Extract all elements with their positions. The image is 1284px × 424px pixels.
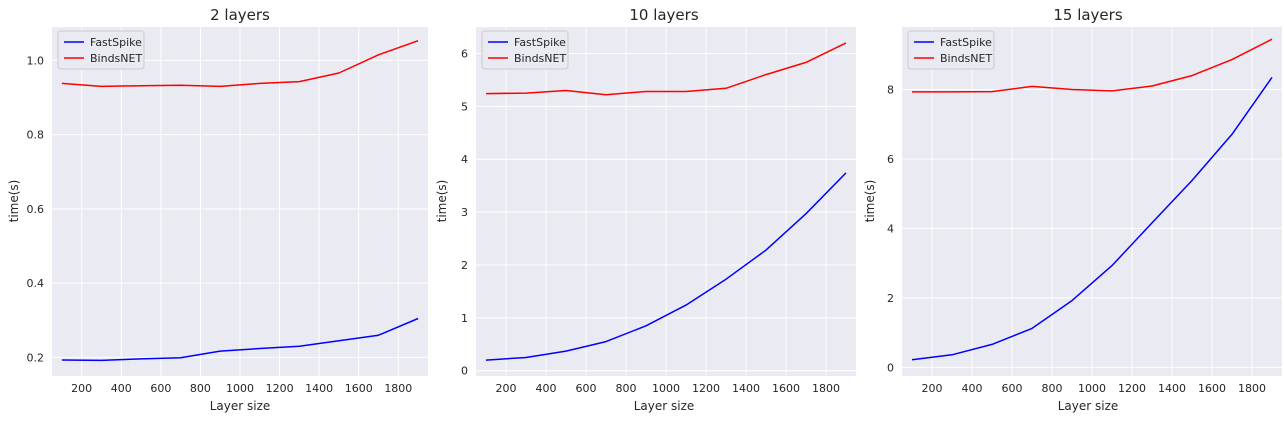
x-tick-label: 1200 xyxy=(266,382,294,395)
legend-label: FastSpike xyxy=(514,36,566,49)
x-tick-label: 1800 xyxy=(1238,382,1266,395)
legend: FastSpike BindsNET xyxy=(481,30,569,70)
y-tick-label: 3 xyxy=(461,206,468,219)
x-axis-label: Layer size xyxy=(210,399,271,413)
x-tick-label: 200 xyxy=(496,382,517,395)
x-tick-label: 1600 xyxy=(345,382,373,395)
series-line-bindsnet xyxy=(912,38,1273,93)
x-axis-label: Layer size xyxy=(1058,399,1119,413)
series-line-fastspike xyxy=(61,317,419,362)
legend-box xyxy=(907,30,995,70)
grid-group xyxy=(476,27,856,376)
y-tick-label: 4 xyxy=(461,153,468,166)
y-tick-label: 8 xyxy=(887,84,894,97)
y-tick-label: 0.2 xyxy=(27,351,45,364)
legend: FastSpike BindsNET xyxy=(907,30,995,70)
x-tick-label: 200 xyxy=(71,382,92,395)
x-tick-label: 800 xyxy=(616,382,637,395)
chart-15-layers: 200 400 600 800 1000 1200 1400 1600 1800 0 2 4 6 8 15… xyxy=(856,0,1284,420)
y-axis-label: time(s) xyxy=(863,180,877,223)
series-group xyxy=(911,38,1273,361)
legend: FastSpike BindsNET xyxy=(57,30,145,70)
x-tick-label: 200 xyxy=(922,382,943,395)
series-line-bindsnet xyxy=(61,39,419,88)
chart-svg: 200 400 600 800 1000 1200 1400 1600 18000123456 … xyxy=(435,6,856,413)
y-tick-label: 0.6 xyxy=(27,203,45,216)
series-line-fastspike xyxy=(485,172,847,361)
chart-10-layers: 200 400 600 800 1000 1200 1400 1600 1800 0 1 2 3 4 5 6 … xyxy=(428,0,856,420)
y-axis-label: time(s) xyxy=(435,180,449,223)
x-tick-label: 1600 xyxy=(1198,382,1226,395)
y-tick-label: 0.4 xyxy=(27,277,45,290)
x-tick-label: 1400 xyxy=(305,382,333,395)
x-tick-label: 800 xyxy=(190,382,211,395)
x-tick-label: 1600 xyxy=(772,382,800,395)
series-line-fastspike xyxy=(911,76,1273,361)
ticks-group: 200 400 600 800 1000 1200 1400 1600 1800 0 2 4 6 8 xyxy=(887,84,1266,395)
x-tick-label: 1800 xyxy=(812,382,840,395)
legend-box xyxy=(57,30,145,70)
x-tick-label: 1200 xyxy=(1118,382,1146,395)
chart-title: 15 layers xyxy=(1053,6,1122,24)
x-tick-label: 400 xyxy=(962,382,983,395)
y-tick-label: 1.0 xyxy=(27,54,45,67)
x-tick-label: 1200 xyxy=(692,382,720,395)
y-tick-label: 6 xyxy=(887,153,894,166)
ticks-group: 200 400 600 800 1000 1200 1400 1600 1800 0.2 0.4 0.… xyxy=(27,54,413,395)
x-tick-label: 1800 xyxy=(384,382,412,395)
series-group xyxy=(61,39,419,362)
chart-svg: 200 400 600 800 1000 1200 1400 1600 1800 0 2 4 6 8 15… xyxy=(863,6,1282,413)
x-tick-label: 600 xyxy=(1002,382,1023,395)
y-tick-label: 2 xyxy=(461,259,468,272)
series-line-bindsnet xyxy=(485,42,847,96)
chart-2-layers: 200 400 600 800 1000 1200 1400 1600 1800 0.2 0.4 0.… xyxy=(0,0,428,420)
x-tick-label: 400 xyxy=(536,382,557,395)
x-tick-label: 1000 xyxy=(652,382,680,395)
legend-label: BindsNET xyxy=(90,52,142,65)
x-tick-label: 1000 xyxy=(1078,382,1106,395)
x-tick-label: 1400 xyxy=(732,382,760,395)
x-axis-label: Layer size xyxy=(634,399,695,413)
series-group xyxy=(485,42,847,361)
x-tick-label: 800 xyxy=(1042,382,1063,395)
chart-svg: 200 400 600 800 1000 1200 1400 1600 1800 0.2 0.4 0.… xyxy=(7,6,428,413)
legend-label: FastSpike xyxy=(90,36,142,49)
legend-label: BindsNET xyxy=(940,52,992,65)
y-tick-label: 0 xyxy=(887,361,894,374)
x-tick-label: 600 xyxy=(576,382,597,395)
legend-label: FastSpike xyxy=(940,36,992,49)
chart-title: 10 layers xyxy=(629,6,698,24)
ticks-group: 200 400 600 800 1000 1200 1400 1600 1800 0 1 2 3 4 5 6 xyxy=(461,47,840,395)
y-tick-label: 2 xyxy=(887,292,894,305)
grid-group xyxy=(902,27,1282,376)
y-tick-label: 6 xyxy=(461,47,468,60)
legend-box xyxy=(481,30,569,70)
y-tick-label: 5 xyxy=(461,100,468,113)
x-tick-label: 400 xyxy=(111,382,132,395)
y-tick-label: 0.8 xyxy=(27,129,45,142)
y-tick-label: 4 xyxy=(887,222,894,235)
y-axis-label: time(s) xyxy=(7,180,21,223)
x-tick-label: 1400 xyxy=(1158,382,1186,395)
x-tick-label: 1000 xyxy=(226,382,254,395)
y-tick-label: 1 xyxy=(461,312,468,325)
chart-title: 2 layers xyxy=(210,6,270,24)
y-tick-label: 0 xyxy=(461,365,468,378)
x-tick-label: 600 xyxy=(150,382,171,395)
legend-label: BindsNET xyxy=(514,52,566,65)
